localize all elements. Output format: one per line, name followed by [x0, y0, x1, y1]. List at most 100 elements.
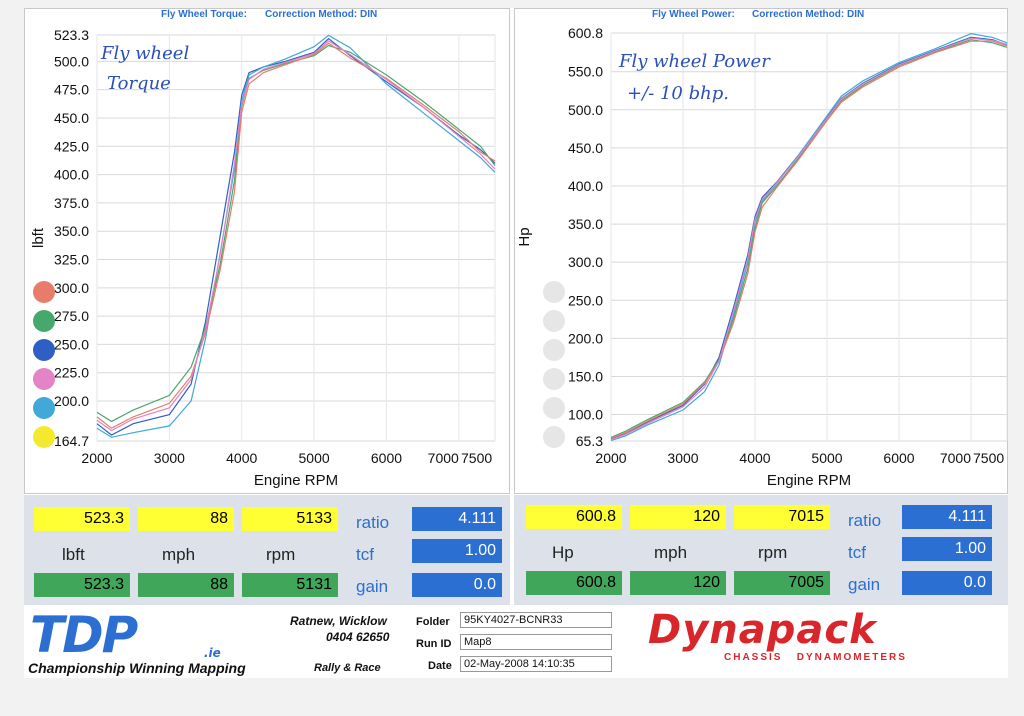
torque-panel: Fly Wheel Torque: Correction Method: DIN… [24, 8, 510, 494]
torque-tcf-value: 1.00 [412, 539, 502, 563]
y-axis-label: Hp [516, 227, 533, 246]
power-ratio-label: ratio [848, 511, 882, 530]
x-tick-label: 2000 [81, 450, 112, 466]
y-tick-label: 425.0 [54, 138, 89, 154]
legend-dot[interactable] [543, 397, 565, 419]
power-ratio-value: 4.111 [902, 505, 992, 529]
subtagline: Rally & Race [314, 662, 381, 674]
y-axis-label: lbft [30, 227, 47, 248]
series-line-4 [610, 40, 1008, 439]
x-tick-label: 7000 [428, 450, 459, 466]
power-header-method: Correction Method: DIN [752, 9, 865, 20]
series-line-5 [96, 40, 496, 432]
handwritten-note: Fly wheel Power [618, 51, 771, 72]
torque-unit-label: lbft [62, 545, 85, 564]
x-axis-label: Engine RPM [254, 472, 338, 489]
y-tick-label: 450.0 [568, 140, 603, 156]
footer: TDP .ie Championship Winning Mapping Ral… [24, 608, 1008, 678]
date-label: Date [428, 660, 452, 672]
torque-ratio-value: 4.111 [412, 507, 502, 531]
y-tick-label: 300.0 [54, 280, 89, 296]
y-tick-label: 500.0 [568, 102, 603, 118]
torque-chart: 523.3 500.0 475.0 450.0 425.0 400.0 375.0 350.0… [30, 27, 496, 489]
y-tick-label: 400.0 [54, 167, 89, 183]
y-tick-label: 350.0 [568, 216, 603, 232]
folder-value: 95KY4027-BCNR33 [460, 612, 612, 628]
y-tick-label: 550.0 [568, 64, 603, 80]
torque-header-method: Correction Method: DIN [265, 9, 378, 20]
y-tick-label: 200.0 [568, 330, 603, 346]
y-tick-label: 250.0 [54, 336, 89, 352]
series-line-3 [96, 44, 496, 423]
tagline: Championship Winning Mapping [28, 660, 246, 676]
handwritten-note: Torque [107, 73, 171, 94]
series-line-1 [610, 36, 1008, 440]
legend-dot[interactable] [33, 281, 55, 303]
y-tick-label: 65.3 [576, 433, 603, 449]
power-gain-label: gain [848, 575, 881, 594]
x-tick-label: 7000 [940, 450, 971, 466]
legend-dot[interactable] [33, 310, 55, 332]
y-tick-label: 450.0 [54, 110, 89, 126]
phone: 0404 62650 [326, 630, 390, 644]
x-tick-label: 6000 [371, 450, 402, 466]
series-line-4 [96, 42, 496, 429]
power-max-value: 600.8 [526, 505, 622, 529]
power-gain-amount: 0.0 [902, 571, 992, 595]
dyno-sheet: Fly Wheel Torque: Correction Method: DIN… [24, 8, 1008, 678]
x-tick-label: 3000 [667, 450, 698, 466]
legend-dot[interactable] [33, 368, 55, 390]
legend-dot[interactable] [543, 310, 565, 332]
y-tick-label: 523.3 [54, 27, 89, 43]
torque-max-value: 523.3 [34, 507, 130, 531]
x-tick-label: 5000 [811, 450, 842, 466]
legend-dot[interactable] [543, 339, 565, 361]
y-tick-label: 200.0 [54, 393, 89, 409]
torque-speed-unit-label: mph [162, 545, 196, 564]
power-chart: 600.8 550.0 500.0 450.0 400.0 350.0 300.0 250.0… [516, 25, 1008, 489]
x-tick-label: 2000 [595, 450, 626, 466]
y-tick-label: 100.0 [568, 407, 603, 423]
torque-tcf-label: tcf [356, 545, 374, 564]
torque-gain-label: gain [356, 577, 389, 596]
location: Ratnew, Wicklow [290, 614, 387, 628]
handwritten-note: +/- 10 bhp. [627, 83, 729, 104]
series-line-3 [610, 39, 1008, 438]
legend-dot[interactable] [543, 426, 565, 448]
torque-max-speed: 88 [138, 507, 234, 531]
x-tick-label: 6000 [883, 450, 914, 466]
torque-readout-panel: 523.3 88 5133 lbft mph rpm 523.3 88 5131… [24, 495, 510, 605]
dynapack-logo: Dynapack [648, 607, 877, 653]
y-tick-label: 300.0 [568, 254, 603, 270]
series-line-5 [610, 37, 1008, 441]
torque-gain-amount: 0.0 [412, 573, 502, 597]
y-tick-label: 600.8 [568, 25, 603, 41]
legend-dot[interactable] [33, 339, 55, 361]
torque-gain-speed: 88 [138, 573, 234, 597]
torque-rpm-unit-label: rpm [266, 545, 296, 564]
y-tick-label: 275.0 [54, 308, 89, 324]
torque-header-title: Fly Wheel Torque: [161, 9, 247, 20]
torque-gain-rpm: 5131 [242, 573, 338, 597]
date-value: 02-May-2008 14:10:35 [460, 656, 612, 672]
series-line-1 [96, 37, 496, 436]
power-unit-label: Hp [552, 543, 574, 562]
x-tick-label: 4000 [226, 450, 257, 466]
x-tick-label: 7500 [461, 450, 492, 466]
power-speed-unit-label: mph [654, 543, 688, 562]
y-tick-label: 500.0 [54, 53, 89, 69]
x-tick-label: 5000 [299, 450, 330, 466]
series-line-2 [96, 34, 496, 438]
x-tick-label: 3000 [154, 450, 185, 466]
dynapack-subtitle: CHASSIS DYNAMOMETERS [724, 652, 907, 663]
power-max-speed: 120 [630, 505, 726, 529]
folder-label: Folder [416, 616, 450, 628]
legend-dot[interactable] [33, 426, 55, 448]
y-tick-label: 375.0 [54, 195, 89, 211]
legend-dot[interactable] [543, 281, 565, 303]
legend-dot[interactable] [543, 368, 565, 390]
y-tick-label: 350.0 [54, 223, 89, 239]
x-axis-label: Engine RPM [767, 472, 851, 489]
power-panel: Fly Wheel Power: Correction Method: DIN … [514, 8, 1008, 494]
legend-dot[interactable] [33, 397, 55, 419]
